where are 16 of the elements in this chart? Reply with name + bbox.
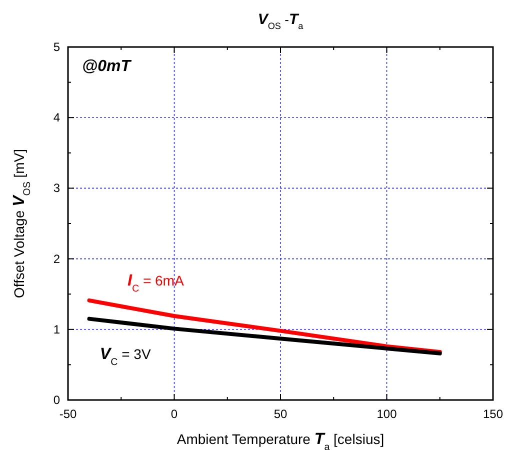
y-tick-label: 4 [53, 110, 60, 125]
series-label: V$_{C}$ = 3V [100, 345, 152, 368]
x-tick-label: 100 [376, 407, 398, 421]
y-tick-label: 3 [53, 181, 60, 196]
chart-title: V$_{OS}$-T$_{a}$ [258, 11, 304, 31]
series-label: I$_{C}$ = 6mA [128, 272, 184, 294]
x-tick-label: 50 [274, 407, 288, 421]
y-tick-label: 0 [53, 393, 60, 407]
x-axis-title: Ambient Temperature T$_{a}$ [celsius] [176, 430, 384, 450]
y-tick-label: 1 [53, 322, 60, 336]
x-tick-label: 150 [482, 407, 504, 421]
y-tick-label: 5 [53, 40, 60, 54]
y-tick-label: 2 [53, 252, 60, 266]
x-tick-label: 0 [170, 407, 178, 421]
annotation: @0mT [82, 58, 132, 75]
x-tick-label: -50 [59, 407, 77, 421]
